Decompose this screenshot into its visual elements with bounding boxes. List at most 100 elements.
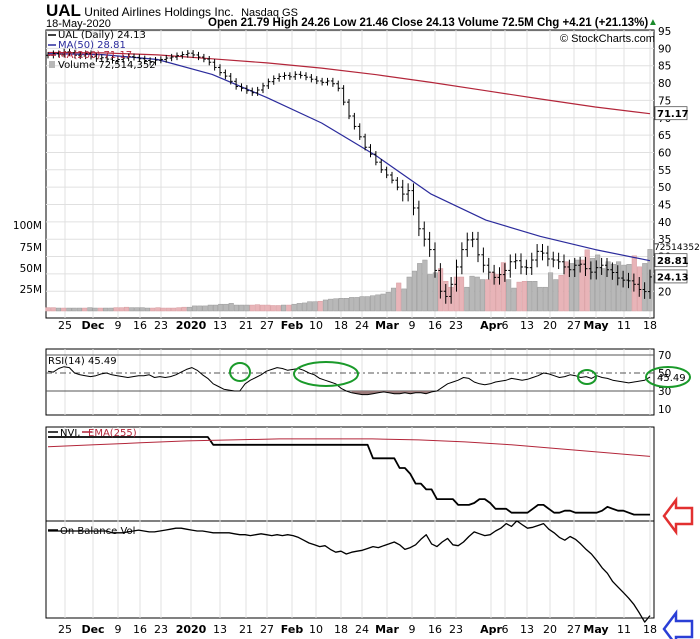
price-tick-label: 90: [658, 43, 671, 55]
price-tick-label: 50: [658, 182, 671, 194]
x-tick-label: 21: [239, 623, 253, 636]
volume-bar: [171, 307, 177, 312]
rsi-panel-frame: [45, 348, 655, 416]
volume-bar: [359, 296, 365, 312]
volume-bar: [616, 261, 622, 312]
volume-bar: [181, 306, 187, 312]
volume-bar: [281, 304, 287, 312]
x-tick-label: May: [583, 623, 608, 636]
volume-bar: [417, 263, 423, 312]
x-tick-label: 9: [409, 319, 416, 332]
volume-bar: [474, 276, 480, 312]
volume-bar: [490, 272, 496, 312]
volume-bar: [129, 307, 135, 312]
volume-bar: [495, 274, 501, 312]
volume-bar: [260, 304, 266, 312]
volume-bar: [197, 305, 203, 312]
x-tick-label: 11: [617, 319, 631, 332]
volume-bar: [511, 287, 517, 312]
volume-bar: [406, 276, 412, 312]
x-tick-label: 25: [58, 623, 72, 636]
volume-bar: [354, 297, 360, 312]
change-up-icon: ▲: [648, 17, 658, 28]
highlight-ellipse: [293, 361, 359, 387]
x-tick-label: Feb: [281, 319, 304, 332]
volume-bar: [370, 295, 376, 312]
x-tick-label: 27: [567, 623, 581, 636]
volume-bar: [422, 259, 428, 312]
x-tick-label: 10: [309, 623, 323, 636]
x-tick-label: 20: [543, 623, 557, 636]
title-row: UAL United Airlines Holdings Inc. Nasdaq…: [46, 1, 298, 21]
volume-tick-label: 100M: [13, 220, 42, 232]
red-arrow-icon: [662, 496, 694, 536]
rsi-series: [47, 366, 651, 396]
volume-bar: [45, 307, 51, 312]
x-tick-label: 16: [133, 623, 147, 636]
volume-bar: [553, 279, 559, 312]
price-tick-label: 20: [658, 286, 671, 298]
volume-bar: [485, 279, 491, 312]
volume-bar: [328, 298, 334, 312]
volume-bar: [610, 264, 616, 312]
volume-bar: [542, 286, 548, 312]
highlight-ellipse: [229, 362, 251, 382]
close-last-label: 24.13: [657, 272, 689, 283]
nvi-ema-series: [47, 438, 651, 457]
x-tick-label: 2020: [176, 623, 207, 636]
volume-bar: [202, 305, 208, 312]
volume-bar: [233, 304, 240, 312]
x-tick-label: 18: [643, 319, 657, 332]
volume-bar: [296, 303, 302, 312]
rsi-panel: [46, 354, 654, 396]
x-tick-label: 16: [428, 319, 442, 332]
volume-bar: [584, 249, 590, 312]
volume-bar: [558, 275, 564, 312]
volume-bar: [160, 307, 166, 312]
price-legend-text: Volume 72,514,352: [58, 60, 156, 71]
rsi-tick-label: 50: [658, 368, 671, 380]
x-tick-label: 9: [115, 623, 122, 636]
x-tick-label: 18: [643, 623, 657, 636]
volume-bar: [390, 287, 397, 312]
ma200-last-label-box: [654, 106, 688, 121]
panel-frames: [45, 29, 655, 619]
price-tick-label: 60: [658, 147, 671, 159]
rsi-tick-label: 30: [658, 386, 671, 398]
x-tick-label: 27: [260, 319, 274, 332]
volume-bar: [589, 258, 595, 312]
volume-bar: [87, 307, 93, 312]
rsi-legend-text: RSI(14) 45.49: [48, 356, 117, 367]
ma50-last-label-box: [654, 253, 688, 268]
price-legend-text: MA(200) 71.17: [58, 50, 132, 61]
volume-bar: [458, 276, 465, 312]
price-tick-label: 35: [658, 234, 671, 246]
volume-bar: [176, 307, 182, 312]
volume-bar: [82, 307, 88, 312]
volume-bar: [343, 298, 349, 312]
volume-bar: [516, 281, 522, 312]
price-panel-frame: [45, 29, 655, 319]
volume-bar: [192, 305, 198, 312]
rsi-tick-label: 70: [658, 350, 671, 362]
volume-bar: [265, 304, 271, 312]
brand: © StockCharts.com: [560, 33, 655, 45]
x-tick-label: 9: [409, 623, 416, 636]
volume-bar: [223, 303, 229, 312]
obv-legend-text: On Balance Vol: [60, 526, 135, 537]
x-tick-label: Mar: [375, 319, 399, 332]
volume-bar: [506, 279, 512, 312]
legend-swatch: [49, 61, 55, 68]
price-tick-label: 95: [658, 26, 671, 38]
volume-bar: [568, 263, 575, 312]
x-tick-label: 24: [355, 623, 369, 636]
volume-bar: [537, 286, 543, 312]
x-tick-label: May: [583, 319, 608, 332]
x-tick-label: Apr: [480, 623, 502, 636]
price-legend-text: UAL (Daily) 24.13: [58, 30, 146, 41]
x-tick-label: 20: [543, 319, 557, 332]
volume-bar: [186, 306, 192, 312]
price-tick-label: 45: [658, 200, 671, 212]
volume-bar: [254, 304, 260, 312]
